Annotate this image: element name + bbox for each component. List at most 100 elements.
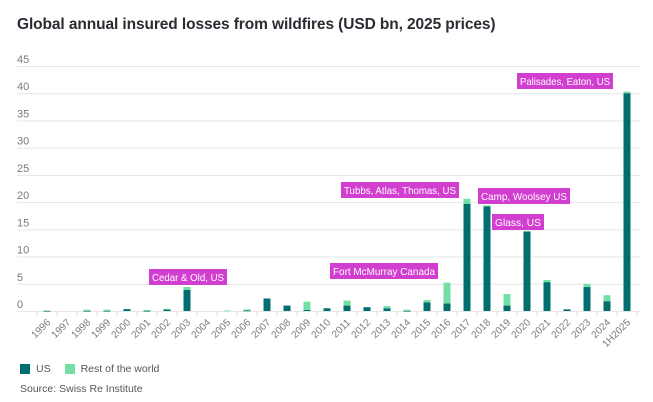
y-tick-label: 20 xyxy=(17,190,29,202)
bar-rest-of-world-1H2025 xyxy=(623,91,631,94)
bar-rest-of-world-2024 xyxy=(603,295,611,302)
y-tick-label: 35 xyxy=(17,108,29,120)
y-tick-label: 5 xyxy=(17,272,23,284)
y-tick-label: 10 xyxy=(17,245,29,257)
x-tick-label: 2000 xyxy=(110,317,134,341)
annotation-label: Palisades, Eaton, US xyxy=(520,76,610,88)
x-tick-label: 2012 xyxy=(350,317,374,341)
annotation-box xyxy=(330,263,438,279)
x-tick-label: 2015 xyxy=(410,317,434,341)
bar-us-2016 xyxy=(443,303,451,311)
annotation-2003: Cedar & Old, US xyxy=(149,269,227,285)
bar-rest-of-world-2014 xyxy=(403,309,411,311)
y-tick-label: 30 xyxy=(17,136,29,148)
bar-us-2003 xyxy=(183,289,191,311)
legend-swatch-rest-of-world xyxy=(64,364,75,374)
bar-us-2006 xyxy=(243,310,251,312)
bar-rest-of-world-2021 xyxy=(543,279,551,283)
legend-item-rest-of-world: Rest of the world xyxy=(64,363,160,375)
bar-us-1999 xyxy=(103,310,111,312)
x-tick-label: 2001 xyxy=(130,317,154,341)
x-tick-label: 2013 xyxy=(370,317,394,341)
annotation-label: Fort McMurray Canada xyxy=(333,266,435,278)
bar-us-1998 xyxy=(83,310,91,312)
x-tick-label: 1997 xyxy=(50,317,74,341)
y-axis-ticks: 0 5 10 15 20 25 30 35 40 45 xyxy=(17,54,29,311)
bar-us-2010 xyxy=(323,308,331,311)
source-note: Source: Swiss Re Institute xyxy=(20,383,143,395)
x-tick-label: 2003 xyxy=(170,317,194,341)
x-tick-label: 1999 xyxy=(90,317,114,341)
annotation-2017: Tubbs, Atlas, Thomas, US xyxy=(341,182,459,198)
bar-rest-of-world-2017 xyxy=(463,198,471,204)
annotation-label: Cedar & Old, US xyxy=(152,272,224,284)
x-tick-label: 2023 xyxy=(570,317,594,341)
bar-rest-of-world-2002 xyxy=(163,308,171,310)
bar-rest-of-world-1998 xyxy=(83,309,91,311)
bar-us-2000 xyxy=(123,309,131,311)
annotation-label: Camp, Woolsey US xyxy=(481,191,567,203)
legend-label-rest-of-world: Rest of the world xyxy=(80,363,160,375)
bar-us-2009 xyxy=(303,309,311,311)
bar-us-2022 xyxy=(563,309,571,311)
annotation-2016: Fort McMurray Canada xyxy=(330,263,438,279)
annotation-box xyxy=(478,188,570,204)
x-tick-label: 2022 xyxy=(550,317,574,341)
x-tick-label: 2008 xyxy=(270,317,294,341)
x-tick-label: 2019 xyxy=(490,317,514,341)
bar-us-2020 xyxy=(523,231,531,311)
x-tick-label: 2009 xyxy=(290,317,314,341)
bar-us-1H2025 xyxy=(623,93,631,311)
annotation-box xyxy=(149,269,227,285)
bar-rest-of-world-2013 xyxy=(383,306,391,309)
bar-us-2023 xyxy=(583,287,591,311)
bar-us-2007 xyxy=(263,298,271,311)
bar-us-2015 xyxy=(423,302,431,311)
bar-rest-of-world-2016 xyxy=(443,282,451,304)
bar-rest-of-world-2005 xyxy=(223,310,231,312)
bar-rest-of-world-2006 xyxy=(243,309,251,311)
bar-us-1996 xyxy=(43,310,51,312)
annotation-1H2025: Palisades, Eaton, US xyxy=(517,73,613,89)
x-tick-label: 2021 xyxy=(530,317,554,341)
bar-rest-of-world-2015 xyxy=(423,300,431,303)
bars xyxy=(43,91,631,312)
bar-rest-of-world-2019 xyxy=(503,294,511,306)
annotation-label: Glass, US xyxy=(495,217,541,229)
x-tick-label: 2014 xyxy=(390,317,414,341)
bar-us-2017 xyxy=(463,203,471,311)
bar-us-2018 xyxy=(483,206,491,311)
legend: US Rest of the world xyxy=(20,363,173,375)
bar-us-2019 xyxy=(503,305,511,311)
x-tick-label: 2011 xyxy=(330,317,353,340)
annotation-box xyxy=(517,73,613,89)
annotations: Cedar & Old, US Fort McMurray Canada Tubbs… xyxy=(149,73,613,285)
bar-rest-of-world-2018 xyxy=(483,205,491,207)
y-tick-label: 40 xyxy=(17,81,29,93)
x-axis-ticks: 1996199719981999200020012002200320042005… xyxy=(30,312,638,350)
x-tick-label: 2004 xyxy=(190,317,214,341)
y-tick-label: 25 xyxy=(17,163,29,175)
bar-us-2008 xyxy=(283,305,291,311)
bar-rest-of-world-2020 xyxy=(523,230,531,232)
x-tick-label: 2016 xyxy=(430,317,454,341)
y-tick-label: 15 xyxy=(17,217,29,229)
legend-swatch-us xyxy=(20,364,30,374)
x-tick-label: 2018 xyxy=(470,317,494,341)
bar-rest-of-world-2009 xyxy=(303,301,311,310)
bar-us-2002 xyxy=(163,309,171,311)
bar-us-2012 xyxy=(363,307,371,311)
x-tick-label: 2020 xyxy=(510,317,534,341)
bar-us-2014 xyxy=(403,310,411,312)
x-tick-label: 1998 xyxy=(70,317,94,341)
legend-item-us: US xyxy=(20,363,51,375)
bar-us-2013 xyxy=(383,308,391,311)
bar-rest-of-world-2001 xyxy=(143,309,151,311)
annotation-label: Tubbs, Atlas, Thomas, US xyxy=(344,185,456,197)
bar-rest-of-world-2023 xyxy=(583,283,591,288)
x-tick-label: 2010 xyxy=(310,317,334,341)
x-tick-label: 2005 xyxy=(210,317,234,341)
x-tick-label: 2017 xyxy=(450,317,474,341)
x-tick-label: 2006 xyxy=(230,317,254,341)
bar-rest-of-world-2003 xyxy=(183,287,191,290)
